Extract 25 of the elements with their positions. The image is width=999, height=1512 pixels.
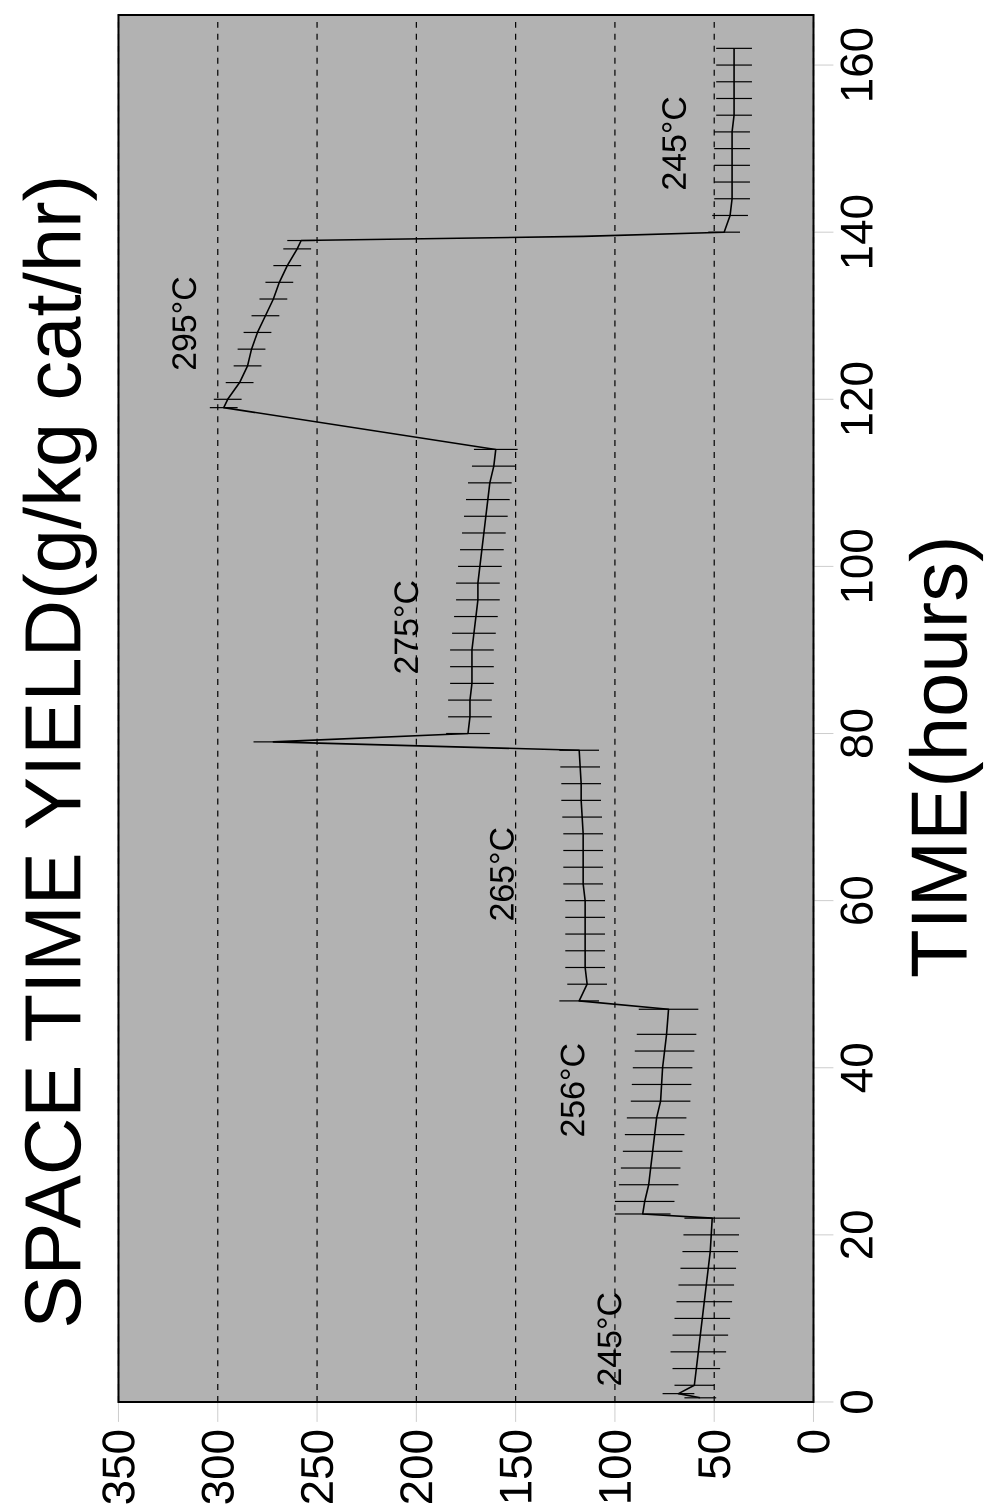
- x-tick-label: 150: [499, 1430, 532, 1502]
- text: SPACE TIME YIELD(g/kg cat/hr): [22, 179, 97, 1326]
- annotation: 256°C: [560, 1044, 585, 1136]
- annotation: 245°C: [662, 97, 687, 189]
- annotation: 265°C: [490, 828, 514, 920]
- y-tick-label: 0: [840, 1391, 874, 1413]
- x-tick-label: 0: [797, 1430, 830, 1453]
- y-tick-label: 160: [840, 28, 874, 100]
- y-tick-label: 80: [840, 709, 874, 757]
- x-tick-label: 300: [201, 1430, 235, 1504]
- y-tick-label: 40: [840, 1044, 874, 1093]
- annotation: 295°C: [172, 277, 197, 370]
- annotation: 245°C: [597, 1293, 622, 1385]
- y-tick-label: 60: [840, 876, 874, 924]
- x-tick-label: 50: [698, 1430, 731, 1479]
- y-tick-label: 120: [840, 362, 874, 434]
- x-tick-label: 250: [300, 1430, 334, 1504]
- x-tick-label: 200: [400, 1430, 433, 1504]
- y-tick-label: 140: [840, 195, 874, 267]
- x-tick-label: 100: [598, 1430, 632, 1502]
- y-tick-label: 100: [840, 529, 874, 602]
- annotation: 275°C: [394, 581, 419, 673]
- y-axis-title: TIME(hours): [908, 540, 984, 977]
- x-tick-label: 350: [102, 1430, 135, 1504]
- y-tick-label: 20: [840, 1211, 874, 1259]
